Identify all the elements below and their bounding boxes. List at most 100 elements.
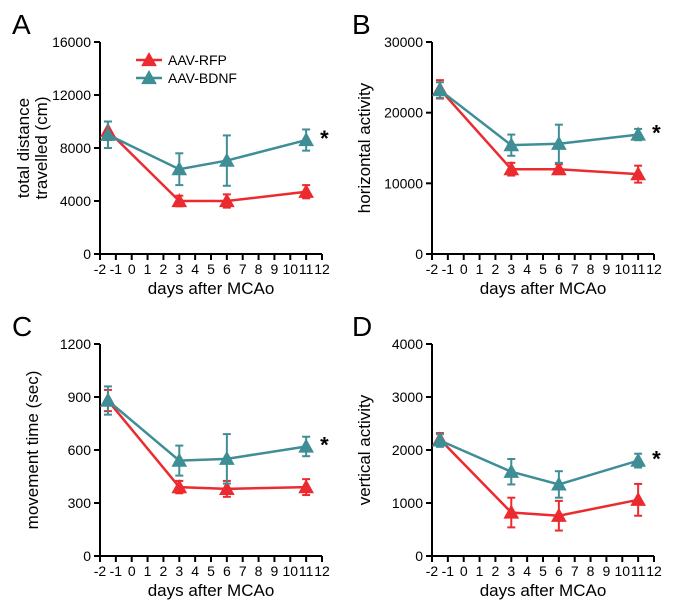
x-tick-label: 2 (160, 563, 168, 579)
panel-label-B: B (352, 9, 371, 40)
x-tick-label: 8 (587, 261, 595, 277)
y-tick-label: 1200 (60, 336, 91, 352)
panel-label-C: C (12, 311, 32, 342)
x-tick-label: 8 (255, 563, 263, 579)
series-aav-rfp (433, 432, 645, 530)
x-tick-label: 11 (299, 563, 314, 579)
x-tick-label: 5 (207, 261, 215, 277)
series-aav-bdnf-line (440, 440, 638, 484)
x-tick-label: -1 (442, 261, 455, 277)
x-tick-label: 6 (555, 563, 563, 579)
y-tick-label: 0 (415, 246, 423, 262)
x-tick-label: -2 (426, 563, 439, 579)
y-tick-label: 1000 (392, 495, 423, 511)
y-tick-label: 0 (415, 548, 423, 564)
x-tick-label: 2 (492, 563, 500, 579)
y-tick-label: 20000 (384, 105, 423, 121)
x-tick-label: 12 (646, 261, 662, 277)
series-aav-bdnf-line (108, 401, 306, 461)
panel-B: B0100002000030000-2-10123456789101112day… (352, 9, 662, 298)
x-tick-label: 5 (539, 563, 547, 579)
significance-star: * (320, 432, 329, 457)
x-tick-label: 0 (128, 261, 136, 277)
x-tick-label: 1 (476, 261, 484, 277)
panel-C: C03006009001200-2-10123456789101112days … (12, 311, 330, 600)
y-tick-label: 0 (83, 246, 91, 262)
significance-star: * (320, 126, 329, 151)
x-tick-label: 2 (492, 261, 500, 277)
series-aav-bdnf-marker (433, 83, 447, 96)
y-tick-label: 2000 (392, 442, 423, 458)
legend-label-rfp: AAV-RFP (168, 52, 227, 68)
x-tick-label: 11 (299, 261, 314, 277)
x-tick-label: 6 (223, 563, 231, 579)
y-tick-label: 600 (68, 442, 92, 458)
series-aav-bdnf-marker (504, 465, 518, 478)
x-tick-label: 12 (314, 261, 330, 277)
x-tick-label: 10 (282, 261, 298, 277)
series-aav-bdnf-line (440, 90, 638, 145)
x-tick-label: 9 (271, 261, 279, 277)
x-tick-label: 1 (144, 261, 152, 277)
x-tick-label: 11 (631, 563, 646, 579)
y-axis-title: total distancetravelled (cm) (14, 97, 51, 200)
series-aav-bdnf-marker (101, 394, 115, 407)
series-aav-rfp-line (108, 401, 306, 489)
x-tick-label: 9 (271, 563, 279, 579)
y-tick-label: 4000 (392, 336, 423, 352)
x-tick-label: -2 (426, 261, 439, 277)
series-aav-rfp (101, 390, 313, 497)
series-aav-bdnf-marker (631, 454, 645, 467)
series-aav-bdnf (433, 82, 645, 163)
legend-label-bdnf: AAV-BDNF (168, 70, 237, 86)
series-aav-rfp-line (440, 439, 638, 515)
x-tick-label: 3 (175, 563, 183, 579)
x-tick-label: 9 (603, 261, 611, 277)
series-aav-rfp-marker (631, 493, 645, 506)
x-axis-title: days after MCAo (148, 279, 275, 298)
y-tick-label: 3000 (392, 389, 423, 405)
y-tick-label: 900 (68, 389, 92, 405)
x-tick-label: 12 (314, 563, 330, 579)
y-tick-label: 16000 (52, 34, 91, 50)
x-axis-title: days after MCAo (480, 581, 607, 600)
y-axis-title: vertical activity (355, 394, 374, 505)
x-tick-label: 9 (603, 563, 611, 579)
x-tick-label: 3 (507, 563, 515, 579)
x-tick-label: -1 (442, 563, 455, 579)
series-aav-bdnf-marker (299, 133, 313, 146)
x-tick-label: 0 (128, 563, 136, 579)
series-aav-bdnf-marker (433, 433, 447, 446)
series-aav-rfp-line (440, 89, 638, 174)
y-axis-title: horizontal activity (355, 82, 374, 213)
panel-A: A0400080001200016000-2-10123456789101112… (12, 9, 330, 298)
x-tick-label: 5 (539, 261, 547, 277)
x-tick-label: 12 (646, 563, 662, 579)
x-tick-label: 2 (160, 261, 168, 277)
y-tick-label: 8000 (60, 140, 91, 156)
x-tick-label: -2 (94, 261, 107, 277)
x-tick-label: 4 (523, 261, 531, 277)
x-tick-label: 10 (614, 261, 630, 277)
x-tick-label: 6 (555, 261, 563, 277)
y-tick-label: 12000 (52, 87, 91, 103)
x-tick-label: 7 (571, 563, 579, 579)
x-tick-label: 11 (631, 261, 646, 277)
y-tick-label: 0 (83, 548, 91, 564)
panel-D: D01000200030004000-2-10123456789101112da… (352, 311, 662, 600)
y-tick-label: 30000 (384, 34, 423, 50)
x-tick-label: 7 (239, 563, 247, 579)
x-tick-label: 0 (460, 261, 468, 277)
x-tick-label: 1 (144, 563, 152, 579)
y-tick-label: 4000 (60, 193, 91, 209)
series-aav-rfp (433, 80, 645, 182)
series-aav-rfp-line (108, 131, 306, 201)
x-tick-label: 4 (191, 261, 199, 277)
figure-svg: A0400080001200016000-2-10123456789101112… (0, 0, 683, 611)
x-tick-label: 8 (587, 563, 595, 579)
x-tick-label: 4 (191, 563, 199, 579)
series-aav-bdnf-line (108, 135, 306, 169)
panel-label-A: A (12, 9, 31, 40)
x-tick-label: -1 (110, 563, 123, 579)
x-tick-label: 0 (460, 563, 468, 579)
